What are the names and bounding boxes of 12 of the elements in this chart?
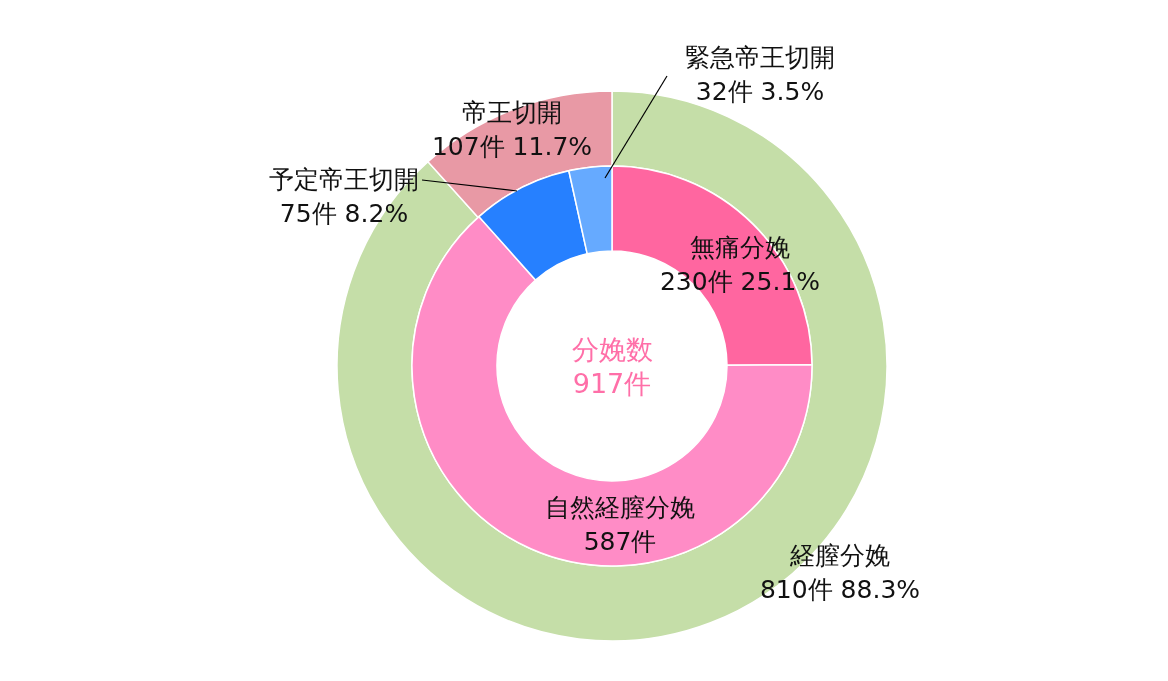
- text: 917件: [572, 368, 652, 399]
- data-label: 107件 11.7%: [431, 132, 593, 161]
- slice-label: 経膣分娩: [789, 541, 890, 570]
- slice-label: 帝王切開: [462, 98, 562, 127]
- data-label: 75件 8.2%: [279, 199, 409, 228]
- data-label: 587件: [583, 527, 657, 556]
- data-label: 810件 88.3%: [759, 575, 921, 604]
- slice-label: 自然経膣分娩: [545, 493, 695, 522]
- text: 分娩数: [571, 334, 653, 365]
- slice-label: 緊急帝王切開: [685, 43, 835, 72]
- data-label: 32件 3.5%: [695, 77, 825, 106]
- slice-label: 予定帝王切開: [269, 165, 419, 194]
